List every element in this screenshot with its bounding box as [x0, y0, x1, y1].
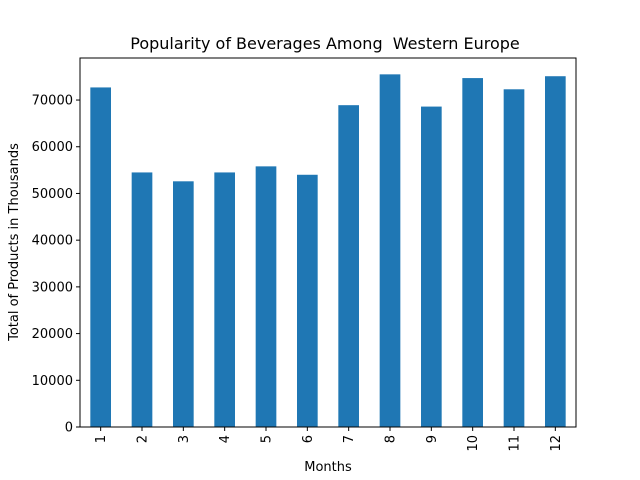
- x-tick-label: 10: [466, 435, 481, 452]
- x-tick-label: 7: [342, 435, 357, 443]
- bar-month-9: [421, 106, 442, 427]
- x-tick-label: 5: [260, 435, 275, 443]
- x-tick-label: 12: [549, 435, 564, 452]
- y-tick-label: 10000: [32, 374, 73, 389]
- y-axis-label: Total of Products in Thousands: [7, 143, 22, 342]
- bar-month-11: [503, 89, 525, 427]
- bar-month-12: [545, 76, 566, 427]
- x-tick-label: 9: [425, 435, 440, 443]
- bar-month-4: [214, 172, 235, 427]
- bar-month-8: [379, 74, 401, 427]
- y-tick-label: 70000: [32, 94, 73, 109]
- x-tick-label: 8: [384, 435, 399, 443]
- x-axis: 1 2 3 4 5 6 7 8 9 10 11 12: [94, 427, 564, 452]
- x-tick-label: 1: [94, 435, 109, 443]
- y-tick-label: 60000: [32, 140, 73, 155]
- bar-month-5: [255, 166, 277, 428]
- x-axis-label: Months: [304, 460, 352, 475]
- y-axis: 0 10000 20000 30000 40000 50000 60000 70000: [32, 94, 80, 436]
- bar-month-2: [131, 172, 153, 427]
- bar-month-7: [338, 105, 359, 428]
- bar-month-6: [297, 174, 318, 427]
- y-tick-label: 40000: [32, 234, 73, 249]
- bar-month-3: [173, 181, 194, 427]
- x-tick-label: 4: [218, 435, 233, 443]
- chart-title: Popularity of Beverages Among Western Eu…: [130, 34, 519, 53]
- y-tick-label: 20000: [32, 327, 73, 342]
- bar-month-1: [90, 87, 111, 428]
- x-tick-label: 6: [301, 435, 316, 443]
- x-tick-label: 2: [136, 435, 151, 443]
- bars-group: [90, 74, 566, 428]
- y-tick-label: 0: [65, 421, 73, 436]
- x-tick-label: 3: [177, 435, 192, 443]
- plot-frame: [79, 57, 577, 428]
- y-tick-label: 50000: [32, 187, 73, 202]
- y-tick-label: 30000: [32, 280, 73, 295]
- bar-month-10: [462, 78, 483, 427]
- x-tick-label: 11: [508, 435, 523, 452]
